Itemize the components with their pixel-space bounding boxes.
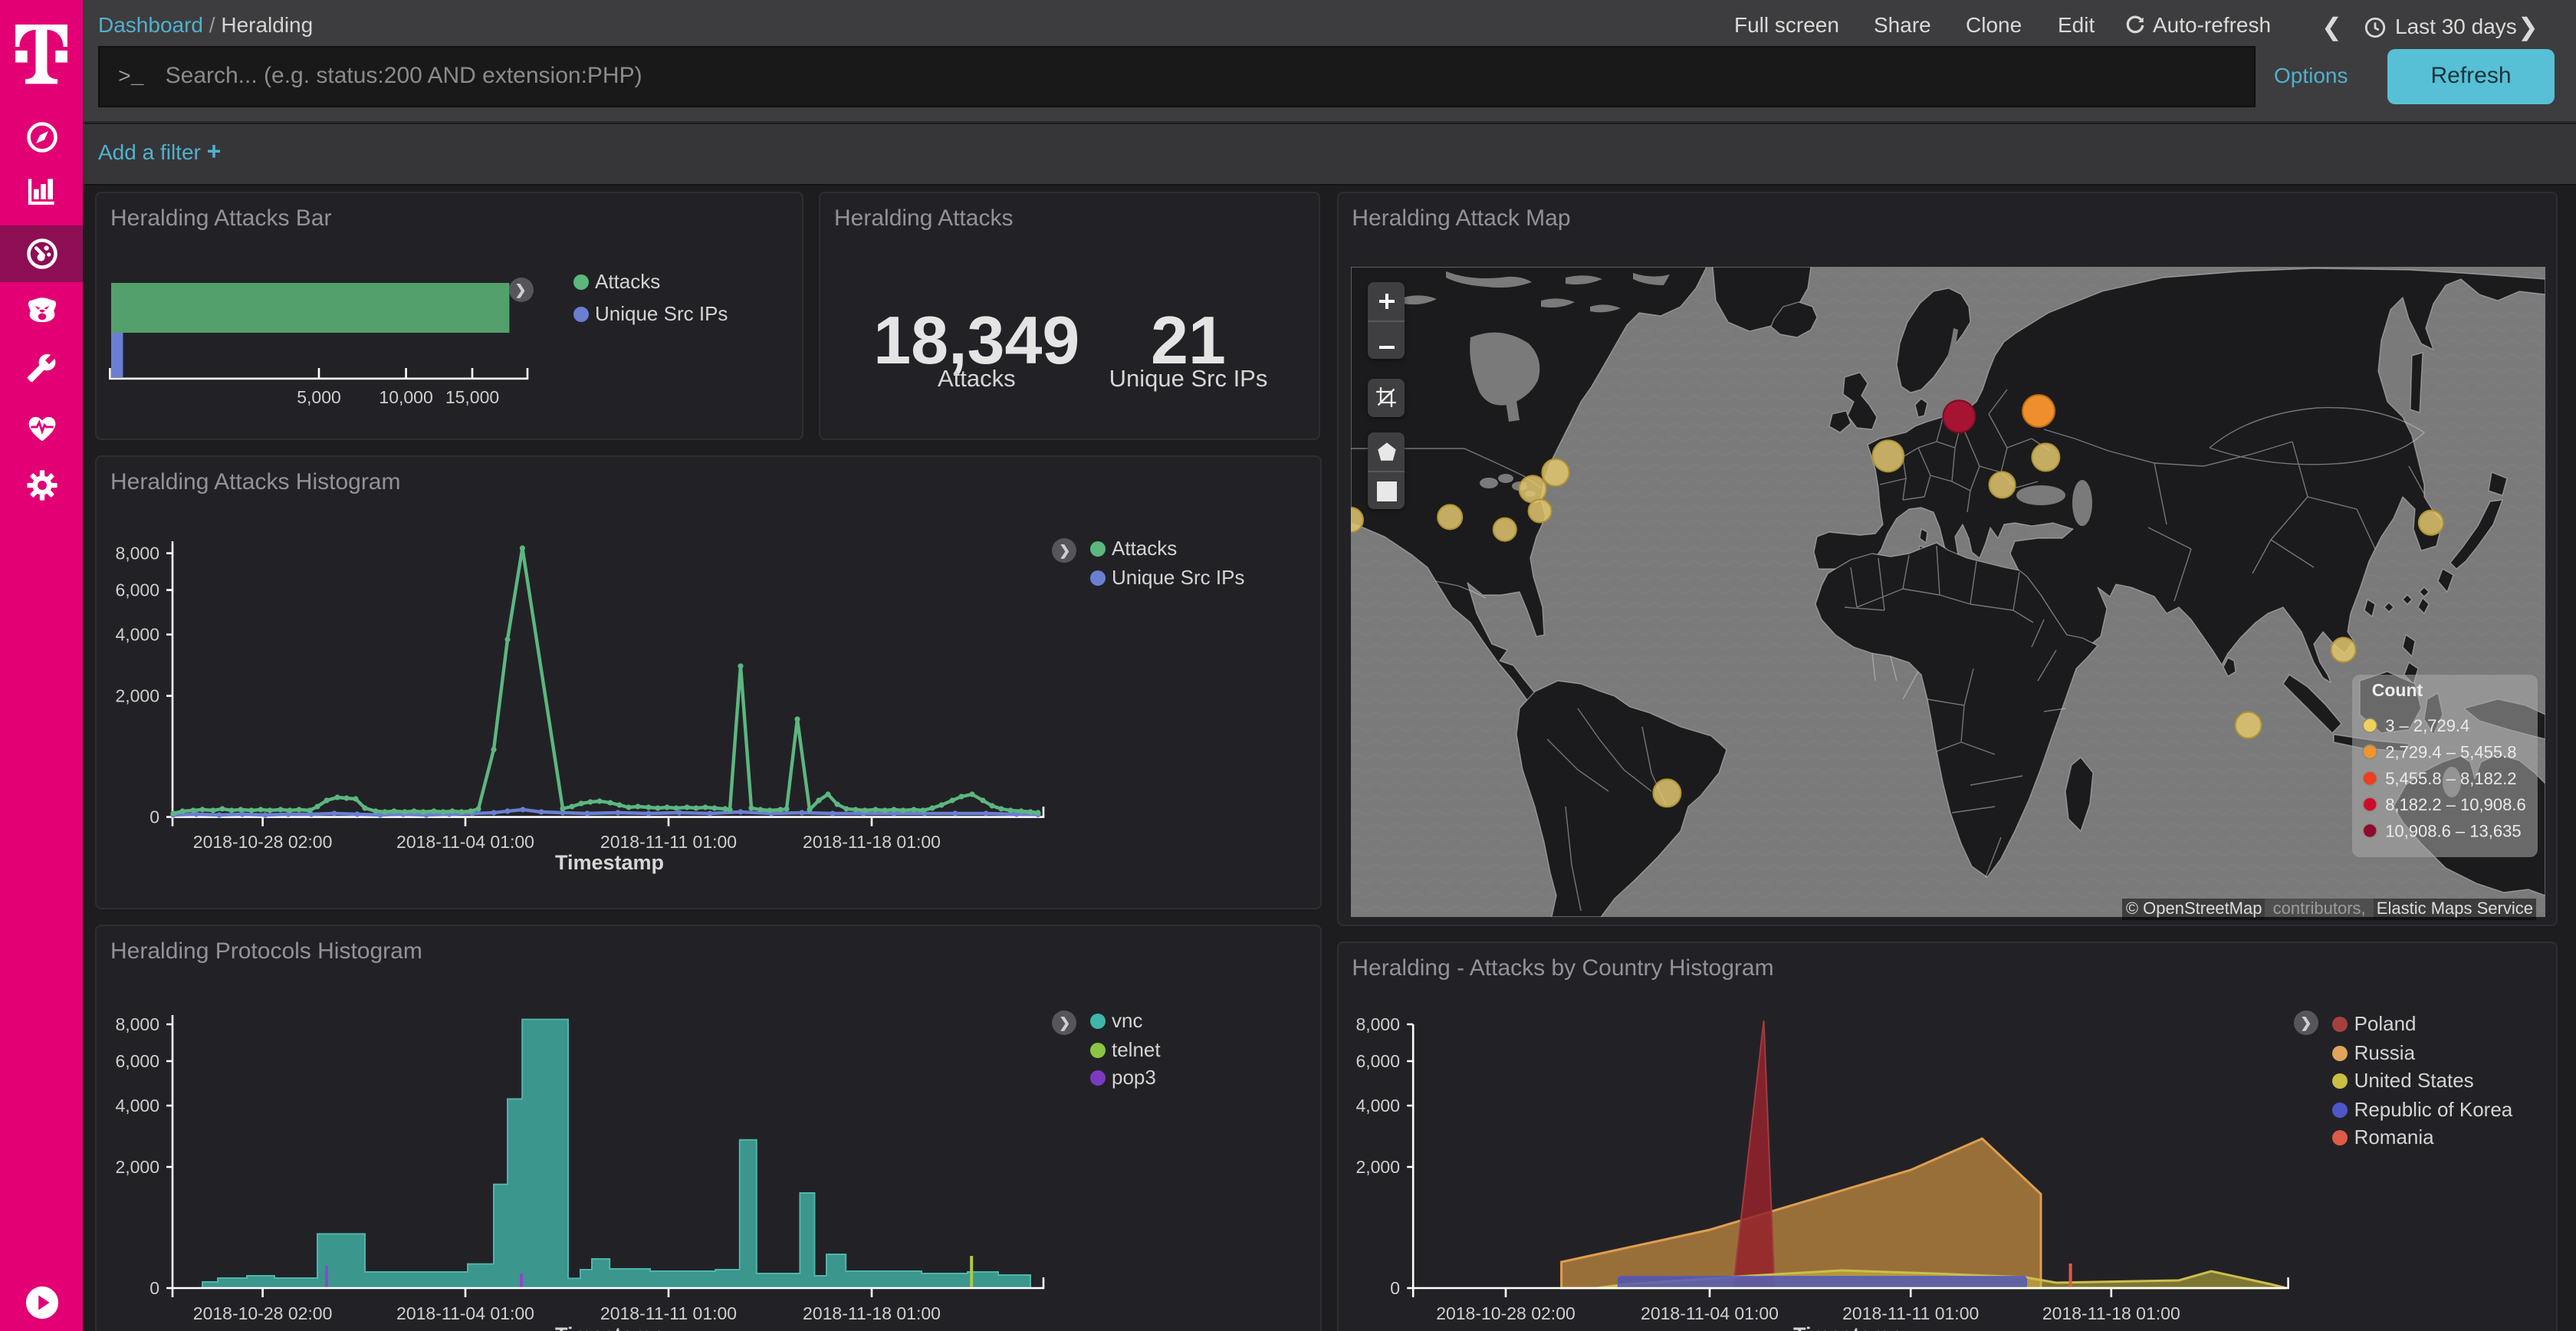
svg-text:2018-11-11 01:00: 2018-11-11 01:00 (600, 832, 737, 852)
svg-text:5,000: 5,000 (297, 386, 341, 406)
svg-text:8,000: 8,000 (1355, 1014, 1400, 1034)
svg-text:4,000: 4,000 (1355, 1096, 1400, 1116)
svg-text:6,000: 6,000 (115, 1051, 159, 1071)
svg-text:Timestamp: Timestamp (555, 1323, 664, 1331)
svg-text:2018-11-04 01:00: 2018-11-04 01:00 (1640, 1303, 1778, 1323)
svg-text:2,000: 2,000 (1355, 1157, 1400, 1177)
svg-text:2018-10-28 02:00: 2018-10-28 02:00 (193, 832, 333, 852)
svg-text:6,000: 6,000 (115, 580, 159, 600)
svg-text:0: 0 (150, 807, 159, 827)
svg-text:2018-10-28 02:00: 2018-10-28 02:00 (1436, 1303, 1576, 1323)
svg-text:2018-11-18 01:00: 2018-11-18 01:00 (803, 1303, 941, 1323)
svg-text:Timestamp: Timestamp (1792, 1323, 1901, 1331)
svg-text:2018-11-18 01:00: 2018-11-18 01:00 (803, 832, 941, 852)
svg-text:2,000: 2,000 (115, 1157, 159, 1177)
svg-text:10,000: 10,000 (379, 386, 432, 406)
svg-text:2,729.4 – 5,455.8: 2,729.4 – 5,455.8 (2385, 743, 2516, 762)
svg-text:8,000: 8,000 (115, 544, 159, 564)
svg-text:0: 0 (150, 1278, 159, 1298)
svg-text:2018-11-11 01:00: 2018-11-11 01:00 (1842, 1303, 1978, 1323)
svg-text:2,000: 2,000 (115, 686, 159, 706)
svg-text:8,182.2 – 10,908.6: 8,182.2 – 10,908.6 (2385, 796, 2526, 815)
svg-text:15,000: 15,000 (445, 386, 499, 406)
svg-text:10,908.6 – 13,635: 10,908.6 – 13,635 (2385, 822, 2521, 841)
svg-text:2018-11-04 01:00: 2018-11-04 01:00 (396, 832, 534, 852)
svg-text:0: 0 (1390, 1278, 1400, 1298)
svg-text:2018-11-18 01:00: 2018-11-18 01:00 (2042, 1303, 2180, 1323)
svg-text:2018-11-04 01:00: 2018-11-04 01:00 (396, 1303, 534, 1323)
svg-text:2018-11-11 01:00: 2018-11-11 01:00 (600, 1303, 737, 1323)
svg-text:4,000: 4,000 (115, 625, 159, 645)
svg-text:2018-10-28 02:00: 2018-10-28 02:00 (193, 1303, 333, 1323)
svg-text:3 – 2,729.4: 3 – 2,729.4 (2385, 717, 2469, 736)
svg-text:8,000: 8,000 (115, 1014, 159, 1034)
svg-text:5,455.8 – 8,182.2: 5,455.8 – 8,182.2 (2385, 770, 2516, 789)
svg-text:6,000: 6,000 (1355, 1051, 1400, 1071)
svg-text:Timestamp: Timestamp (555, 851, 664, 874)
svg-text:4,000: 4,000 (115, 1096, 159, 1116)
